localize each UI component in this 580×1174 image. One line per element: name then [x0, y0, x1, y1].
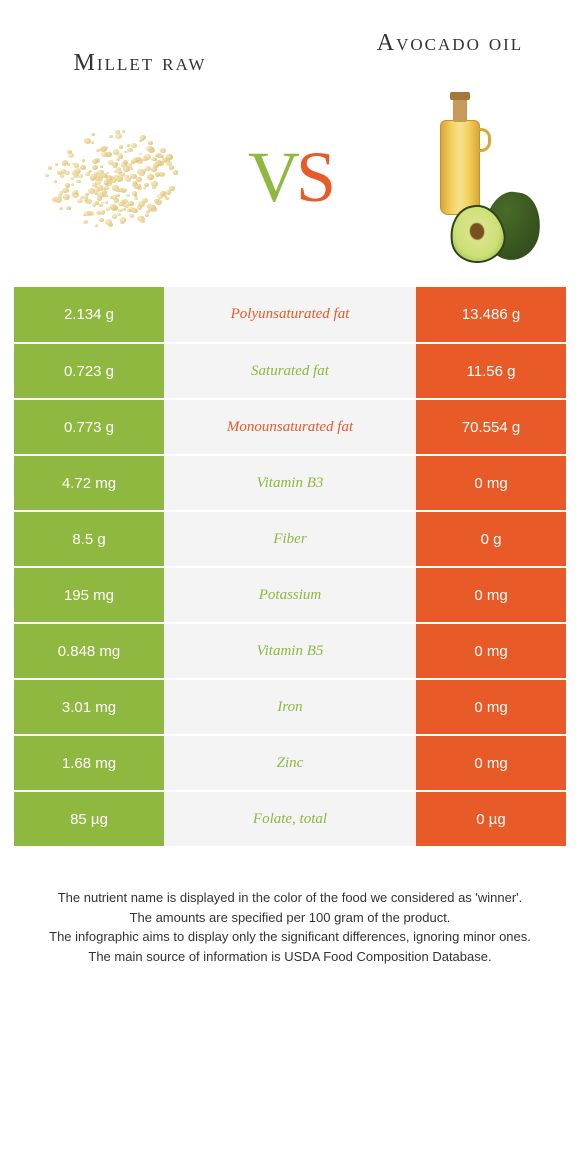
footer-line-4: The main source of information is USDA F…	[30, 947, 550, 967]
avocado-oil-image	[390, 97, 550, 257]
nutrient-label-cell: Saturated fat	[164, 343, 416, 399]
right-value-cell: 0 mg	[416, 679, 566, 735]
left-value-cell: 85 µg	[14, 791, 164, 847]
left-value-cell: 0.848 mg	[14, 623, 164, 679]
left-value-cell: 2.134 g	[14, 287, 164, 343]
left-food-title: Millet raw	[30, 50, 250, 77]
nutrient-label-cell: Monounsaturated fat	[164, 399, 416, 455]
nutrient-label-cell: Zinc	[164, 735, 416, 791]
nutrient-label-cell: Vitamin B3	[164, 455, 416, 511]
vs-v: V	[248, 137, 296, 217]
right-value-cell: 13.486 g	[416, 287, 566, 343]
right-food-title: Avocado oil	[350, 30, 550, 57]
footer-line-2: The amounts are specified per 100 gram o…	[30, 908, 550, 928]
left-value-cell: 195 mg	[14, 567, 164, 623]
footer-line-3: The infographic aims to display only the…	[30, 927, 550, 947]
nutrient-label-cell: Potassium	[164, 567, 416, 623]
nutrient-label-cell: Folate, total	[164, 791, 416, 847]
vs-label: VS	[248, 136, 332, 219]
table-row: 8.5 gFiber0 g	[14, 511, 566, 567]
right-value-cell: 70.554 g	[416, 399, 566, 455]
nutrient-label-cell: Polyunsaturated fat	[164, 287, 416, 343]
table-row: 0.723 gSaturated fat11.56 g	[14, 343, 566, 399]
right-value-cell: 0 mg	[416, 735, 566, 791]
left-food-title-box: Millet raw	[30, 30, 250, 77]
avocado-oil-icon	[395, 92, 545, 262]
avocado-icon	[450, 187, 545, 262]
footer-notes: The nutrient name is displayed in the co…	[0, 848, 580, 966]
table-row: 85 µgFolate, total0 µg	[14, 791, 566, 847]
left-value-cell: 8.5 g	[14, 511, 164, 567]
millet-icon	[35, 117, 185, 237]
table-row: 3.01 mgIron0 mg	[14, 679, 566, 735]
table-row: 4.72 mgVitamin B30 mg	[14, 455, 566, 511]
left-value-cell: 0.773 g	[14, 399, 164, 455]
table-row: 1.68 mgZinc0 mg	[14, 735, 566, 791]
right-value-cell: 11.56 g	[416, 343, 566, 399]
table-row: 2.134 gPolyunsaturated fat13.486 g	[14, 287, 566, 343]
right-value-cell: 0 µg	[416, 791, 566, 847]
table-row: 0.773 gMonounsaturated fat70.554 g	[14, 399, 566, 455]
right-value-cell: 0 mg	[416, 623, 566, 679]
left-value-cell: 4.72 mg	[14, 455, 164, 511]
images-row: VS	[0, 87, 580, 287]
right-food-title-box: Avocado oil	[350, 30, 550, 57]
nutrient-comparison-table: 2.134 gPolyunsaturated fat13.486 g0.723 …	[14, 287, 566, 848]
left-value-cell: 3.01 mg	[14, 679, 164, 735]
nutrient-label-cell: Vitamin B5	[164, 623, 416, 679]
right-value-cell: 0 mg	[416, 455, 566, 511]
millet-image	[30, 97, 190, 257]
left-value-cell: 0.723 g	[14, 343, 164, 399]
vs-s: S	[296, 137, 332, 217]
table-row: 195 mgPotassium0 mg	[14, 567, 566, 623]
right-value-cell: 0 g	[416, 511, 566, 567]
nutrient-label-cell: Fiber	[164, 511, 416, 567]
right-value-cell: 0 mg	[416, 567, 566, 623]
header: Millet raw Avocado oil	[0, 0, 580, 87]
left-value-cell: 1.68 mg	[14, 735, 164, 791]
table-row: 0.848 mgVitamin B50 mg	[14, 623, 566, 679]
nutrient-label-cell: Iron	[164, 679, 416, 735]
footer-line-1: The nutrient name is displayed in the co…	[30, 888, 550, 908]
